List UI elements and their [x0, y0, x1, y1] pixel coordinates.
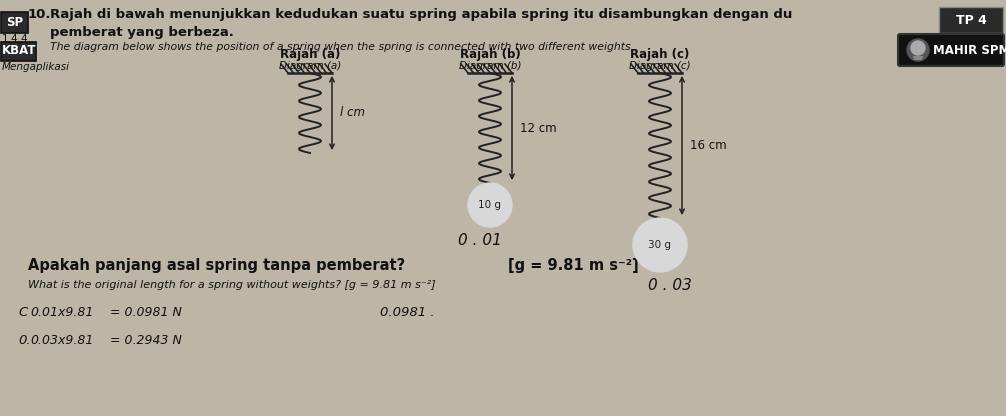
Text: Diagram (c): Diagram (c) — [629, 61, 691, 71]
Circle shape — [907, 39, 929, 61]
Text: KBAT: KBAT — [2, 45, 36, 57]
Text: Rajah (a): Rajah (a) — [280, 48, 340, 61]
Text: [g = 9.81 m s⁻²]: [g = 9.81 m s⁻²] — [508, 258, 639, 273]
Text: = 0.2943 N: = 0.2943 N — [110, 334, 182, 347]
Text: 0.0981 .: 0.0981 . — [380, 306, 435, 319]
FancyBboxPatch shape — [1, 12, 28, 32]
Text: 10.: 10. — [28, 8, 51, 21]
FancyBboxPatch shape — [898, 34, 1004, 66]
Circle shape — [911, 41, 925, 55]
Text: What is the original length for a spring without weights? [g = 9.81 m s⁻²]: What is the original length for a spring… — [28, 280, 436, 290]
Text: 0.03x9.81: 0.03x9.81 — [30, 334, 94, 347]
Text: SP: SP — [6, 15, 23, 29]
Circle shape — [633, 218, 687, 272]
Text: = 0.0981 N: = 0.0981 N — [110, 306, 182, 319]
Text: Mengaplikasi: Mengaplikasi — [2, 62, 70, 72]
Text: 10 g: 10 g — [479, 200, 502, 210]
Text: C: C — [18, 306, 27, 319]
Text: 0 . 03: 0 . 03 — [648, 278, 692, 293]
Text: TP 4: TP 4 — [956, 13, 987, 27]
FancyBboxPatch shape — [1, 42, 36, 60]
Text: 30 g: 30 g — [649, 240, 671, 250]
Text: Rajah di bawah menunjukkan kedudukan suatu spring apabila spring itu disambungka: Rajah di bawah menunjukkan kedudukan sua… — [50, 8, 793, 21]
Text: pemberat yang berbeza.: pemberat yang berbeza. — [50, 26, 233, 39]
Text: 12 cm: 12 cm — [520, 121, 556, 134]
Text: 0.01x9.81: 0.01x9.81 — [30, 306, 94, 319]
Text: 0 . 01: 0 . 01 — [458, 233, 502, 248]
Text: 1.4.4: 1.4.4 — [2, 34, 28, 44]
Text: Rajah (c): Rajah (c) — [631, 48, 690, 61]
Text: Diagram (b): Diagram (b) — [459, 61, 521, 71]
Circle shape — [468, 183, 512, 227]
Text: 16 cm: 16 cm — [690, 139, 726, 152]
Text: Diagram (a): Diagram (a) — [279, 61, 341, 71]
Text: MAHIR SPM: MAHIR SPM — [933, 44, 1006, 57]
Text: The diagram below shows the position of a spring when the spring is connected wi: The diagram below shows the position of … — [50, 42, 634, 52]
Text: l cm: l cm — [340, 106, 365, 119]
Text: Rajah (b): Rajah (b) — [460, 48, 520, 61]
Text: 0.: 0. — [18, 334, 30, 347]
Text: Apakah panjang asal spring tanpa pemberat?: Apakah panjang asal spring tanpa pembera… — [28, 258, 405, 273]
FancyBboxPatch shape — [939, 7, 1003, 33]
